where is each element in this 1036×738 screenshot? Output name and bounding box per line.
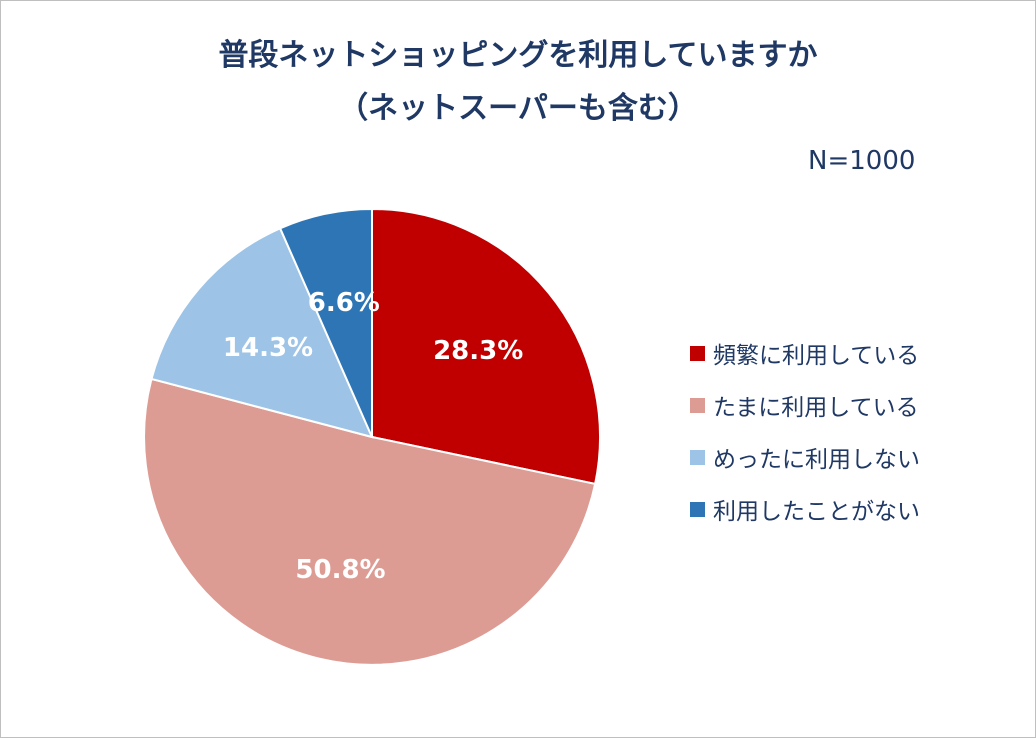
legend-item-rarely: めったに利用しない xyxy=(690,438,920,476)
sample-size-label: N=1000 xyxy=(808,146,916,176)
legend-item-sometimes: たまに利用している xyxy=(690,386,920,424)
legend-swatch-never xyxy=(690,501,705,517)
pie-slice-never xyxy=(278,207,373,438)
pie-slice-frequent xyxy=(371,207,601,486)
legend-swatch-frequent xyxy=(690,345,705,361)
chart-title: 普段ネットショッピングを利用していますか xyxy=(218,38,818,73)
data-label-rarely: 14.3% xyxy=(223,333,313,363)
legend-item-frequent: 頻繁に利用している xyxy=(690,334,920,372)
legend-swatch-sometimes xyxy=(690,397,705,413)
data-label-never: 6.6% xyxy=(308,288,380,318)
data-label-frequent: 28.3% xyxy=(433,336,523,366)
legend-swatch-rarely xyxy=(690,449,705,465)
legend-label-rarely: めったに利用しない xyxy=(713,447,920,473)
chart-subtitle: （ネットスーパーも含む） xyxy=(338,91,698,126)
legend-label-sometimes: たまに利用している xyxy=(713,395,919,421)
pie-slice-sometimes xyxy=(143,377,597,666)
data-label-sometimes: 50.8% xyxy=(295,555,385,585)
legend-label-never: 利用したことがない xyxy=(713,499,920,525)
pie-slice-rarely xyxy=(150,227,374,439)
legend-item-never: 利用したことがない xyxy=(690,490,920,528)
legend: 頻繁に利用している たまに利用している めったに利用しない 利用したことがない xyxy=(690,334,920,542)
legend-label-frequent: 頻繁に利用している xyxy=(713,343,920,369)
